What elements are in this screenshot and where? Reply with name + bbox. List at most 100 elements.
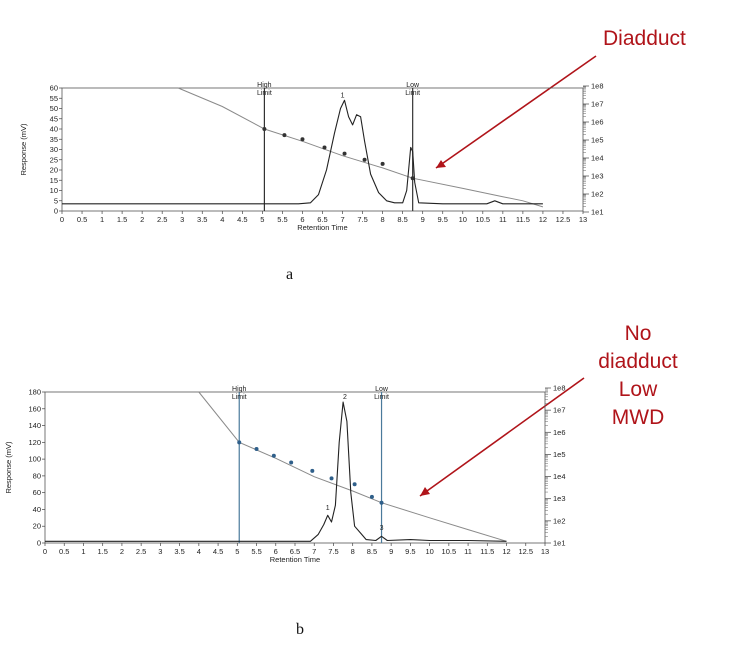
calibration-point [237,440,242,445]
calibration-point [289,460,294,465]
annotation-b-line1: No [625,322,652,345]
x-tick-label: 6 [300,215,304,224]
chromatogram-trace [62,99,543,205]
x-tick-label: 8.5 [397,215,407,224]
x-tick-label: 1.5 [97,547,107,556]
right-axis-tick-label: 1e5 [553,450,566,459]
x-tick-label: 9 [389,547,393,556]
x-tick-label: 0.5 [77,215,87,224]
x-tick-label: 3 [180,215,184,224]
right-axis-tick-label: 1e4 [591,154,604,163]
right-axis-tick-label: 1e6 [553,428,566,437]
x-tick-label: 10 [425,547,433,556]
calibration-point [271,453,276,458]
calibration-point [282,133,287,138]
chart-panel-a: a Diadduct 0 0.5 1 1.5 2 2.5 3 3.5 4 4.5 5 5.5 6 6.5 7… [19,27,686,283]
x-tick-label: 0 [43,547,47,556]
calibration-point [342,151,347,156]
x-tick-label: 8.5 [367,547,377,556]
y-tick-label: 40 [33,505,41,514]
right-axis-tick-label: 1e2 [591,190,604,199]
y-tick-label: 45 [50,114,58,123]
calibration-point [380,161,385,166]
x-tick-label: 5 [260,215,264,224]
limit-label: High [232,386,247,393]
x-tick-label: 12 [502,547,510,556]
limit-label: Limit [257,90,272,97]
y-tick-label: 40 [50,125,58,134]
y-tick-label: 0 [37,539,41,548]
x-tick-label: 6 [274,547,278,556]
y-tick-label: 80 [33,471,41,480]
limit-label: Low [406,82,420,89]
x-tick-label: 2.5 [136,547,146,556]
y-tick-label: 5 [54,196,58,205]
y-tick-label: 180 [28,388,41,397]
y-tick-label: 20 [33,522,41,531]
calibration-curve [178,87,544,208]
calibration-point [300,137,305,142]
annotation-b-arrow [419,377,585,497]
right-axis-tick-label: 1e1 [591,208,604,217]
y-axis-title: Response (mV) [4,441,13,494]
x-tick-label: 6.5 [317,215,327,224]
limit-label: Limit [405,90,420,97]
y-tick-label: 0 [54,207,58,216]
y-tick-label: 10 [50,186,58,195]
x-tick-label: 8 [381,215,385,224]
y-tick-label: 100 [28,455,41,464]
x-tick-label: 11 [464,547,472,556]
x-tick-label: 0.5 [59,547,69,556]
x-axis-title: Retention Time [270,555,320,564]
calibration-point [254,447,259,452]
x-tick-label: 4 [220,215,224,224]
right-axis-tick-label: 1e7 [553,406,566,415]
panel-b-caption: b [296,621,304,638]
right-axis-tick-label: 1e4 [553,472,566,481]
x-tick-label: 3.5 [197,215,207,224]
right-axis-tick-label: 1e6 [591,118,604,127]
x-tick-label: 5 [235,547,239,556]
annotation-a-line1: Diadduct [603,27,686,50]
peak-label: 3 [380,525,384,532]
chart-panel-b: b No diadduct Low MWD 0 0.5 1 1.5 2 2.5 3 3.5 4 4… [4,322,678,638]
calibration-point [262,127,267,131]
y-tick-label: 25 [50,155,58,164]
x-tick-label: 2 [140,215,144,224]
y-tick-label: 35 [50,135,58,144]
x-tick-label: 0 [60,215,64,224]
x-tick-label: 4.5 [237,215,247,224]
x-tick-label: 1 [100,215,104,224]
x-tick-label: 11.5 [480,547,494,556]
x-tick-label: 10 [459,215,467,224]
calibration-point [379,500,384,505]
panel-a-caption: a [286,266,293,283]
x-tick-label: 11.5 [516,215,530,224]
calibration-point [310,468,315,473]
x-tick-label: 8 [351,547,355,556]
plot-frame [61,87,584,212]
y-tick-label: 15 [50,176,58,185]
y-axis-title: Response (mV) [19,123,28,176]
right-axis-tick-label: 1e8 [553,384,566,393]
x-tick-label: 5.5 [277,215,287,224]
x-tick-label: 7.5 [357,215,367,224]
y-tick-label: 55 [50,94,58,103]
x-tick-label: 4 [197,547,201,556]
right-axis-tick-label: 1e3 [591,172,604,181]
limit-label: High [257,82,272,89]
calibration-point [410,176,415,181]
x-tick-label: 6.5 [290,547,300,556]
y-tick-label: 140 [28,421,41,430]
x-tick-label: 2.5 [157,215,167,224]
y-tick-label: 20 [50,166,58,175]
x-tick-label: 10.5 [442,547,457,556]
calibration-point [362,157,367,162]
y-tick-label: 30 [50,145,58,154]
x-tick-label: 13 [579,215,587,224]
right-axis-tick-label: 1e1 [553,539,566,548]
chromatogram-trace [45,401,507,542]
x-tick-label: 5.5 [251,547,261,556]
annotation-b-line3: Low [619,378,658,401]
right-axis-tick-label: 1e2 [553,516,566,525]
